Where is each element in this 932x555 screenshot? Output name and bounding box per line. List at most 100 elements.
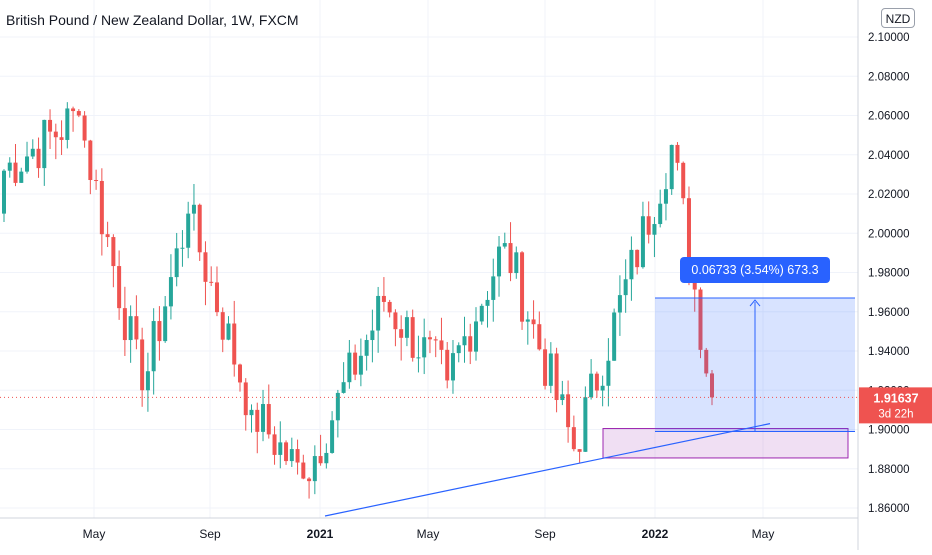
price-tag-countdown: 3d 22h — [878, 408, 913, 420]
candle-body — [543, 349, 548, 386]
candle-body — [312, 456, 317, 482]
candle-body — [30, 148, 35, 157]
candle-body — [307, 478, 312, 482]
candle-body — [439, 340, 444, 350]
candle-body — [600, 385, 605, 391]
candle-body — [704, 349, 709, 374]
candle-body — [53, 131, 58, 138]
candle-body — [514, 252, 519, 274]
x-tick-label: Sep — [534, 527, 556, 541]
candle-body — [554, 353, 559, 401]
candle-body — [710, 373, 714, 398]
candle-body — [629, 249, 634, 280]
candle-body — [686, 198, 691, 273]
candle-body — [71, 108, 76, 112]
candle-body — [485, 299, 490, 306]
y-tick-label: 1.94000 — [868, 346, 910, 358]
candle-body — [295, 449, 300, 463]
candle-body — [347, 352, 352, 383]
candle-body — [669, 144, 674, 190]
y-tick-label: 1.90000 — [868, 425, 910, 437]
candle-body — [238, 364, 242, 383]
y-tick-label: 2.02000 — [868, 189, 910, 201]
candle-body — [497, 246, 502, 277]
candle-body — [594, 373, 599, 391]
candle-body — [635, 249, 640, 268]
candle-body — [278, 442, 283, 455]
candle-body — [404, 317, 409, 338]
candle-body — [266, 404, 271, 435]
candle-body — [335, 392, 340, 421]
candle-body — [191, 204, 196, 214]
candle-body — [652, 224, 657, 235]
y-tick-label: 1.86000 — [868, 503, 910, 515]
candle-body — [117, 266, 122, 309]
candle-body — [393, 312, 398, 330]
candle-body — [623, 279, 628, 296]
price-tag — [859, 387, 932, 424]
x-tick-label: May — [417, 527, 440, 541]
x-tick-label: 2021 — [307, 527, 334, 541]
candle-body — [25, 156, 30, 172]
candle-body — [675, 144, 680, 163]
candle-body — [341, 382, 346, 393]
candle-body — [376, 295, 381, 331]
candle-body — [42, 119, 47, 169]
y-tick-label: 2.00000 — [868, 228, 910, 240]
candle-body — [128, 316, 133, 341]
candle-body — [301, 462, 306, 479]
candle-body — [491, 276, 496, 300]
y-tick-label: 1.96000 — [868, 307, 910, 319]
measure-label-bg — [680, 257, 830, 283]
candle-body — [612, 312, 617, 361]
candle-body — [272, 434, 277, 455]
candle-body — [525, 319, 530, 322]
y-tick-label: 2.06000 — [868, 111, 910, 123]
trendline — [324, 423, 771, 517]
candle-body — [134, 316, 139, 340]
candle-body — [99, 180, 104, 235]
candle-body — [583, 397, 588, 452]
candle-body — [168, 277, 173, 307]
candle-body — [640, 216, 645, 268]
candle-body — [330, 420, 335, 453]
candle-body — [226, 323, 231, 340]
candle-body — [577, 449, 582, 452]
candle-body — [508, 243, 513, 274]
candle-body — [220, 312, 225, 340]
candle-body — [157, 321, 162, 342]
candle-body — [180, 247, 185, 249]
candle-body — [151, 321, 156, 372]
candle-body — [48, 119, 53, 132]
currency-badge[interactable]: NZD — [881, 8, 915, 28]
candle-body — [284, 442, 289, 462]
candle-body — [13, 162, 18, 183]
candle-body — [2, 170, 6, 214]
candle-body — [249, 409, 254, 416]
candle-body — [289, 449, 294, 462]
candle-body — [445, 349, 450, 381]
candle-body — [214, 282, 219, 313]
candle-body — [88, 140, 93, 181]
chart-title: British Pound / New Zealand Dollar, 1W, … — [6, 12, 299, 28]
candle-body — [197, 204, 202, 253]
candle-body — [82, 115, 87, 141]
candle-body — [140, 339, 145, 391]
candle-body — [548, 353, 553, 386]
measure-arrow-head — [749, 299, 761, 307]
candle-body — [364, 340, 369, 356]
candle-body — [589, 373, 594, 398]
candle-body — [450, 353, 455, 381]
candle-body — [65, 108, 70, 140]
candle-body — [681, 162, 686, 199]
candle-body — [105, 234, 110, 238]
y-tick-label: 1.98000 — [868, 268, 910, 280]
candle-body — [261, 404, 266, 432]
price-tag-value: 1.91637 — [873, 391, 918, 405]
candle-body — [186, 213, 191, 248]
candle-body — [243, 382, 248, 416]
candle-body — [566, 394, 571, 428]
candle-body — [537, 324, 542, 350]
